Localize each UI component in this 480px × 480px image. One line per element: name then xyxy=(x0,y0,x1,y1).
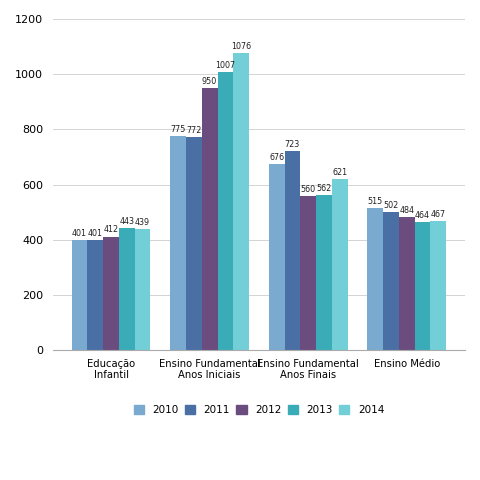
Bar xyxy=(269,164,285,350)
Bar xyxy=(103,237,119,350)
Text: 401: 401 xyxy=(88,228,103,238)
Text: 676: 676 xyxy=(269,153,284,162)
Text: 950: 950 xyxy=(202,77,217,86)
Text: 412: 412 xyxy=(104,226,119,234)
Text: 775: 775 xyxy=(170,125,186,134)
Text: 562: 562 xyxy=(316,184,332,193)
Bar xyxy=(332,179,348,350)
Text: 502: 502 xyxy=(384,201,399,210)
Text: 484: 484 xyxy=(399,205,414,215)
Bar xyxy=(399,217,415,350)
Bar xyxy=(87,240,103,350)
Bar xyxy=(202,88,217,350)
Bar xyxy=(170,136,186,350)
Text: 560: 560 xyxy=(300,185,316,193)
Text: 772: 772 xyxy=(186,126,202,135)
Text: 401: 401 xyxy=(72,228,87,238)
Bar xyxy=(285,151,300,350)
Text: 1007: 1007 xyxy=(216,61,236,70)
Bar xyxy=(233,53,249,350)
Bar xyxy=(316,195,332,350)
Bar xyxy=(383,212,399,350)
Text: 515: 515 xyxy=(368,197,383,206)
Bar xyxy=(217,72,233,350)
Bar xyxy=(186,137,202,350)
Bar xyxy=(300,196,316,350)
Text: 1076: 1076 xyxy=(231,42,251,51)
Bar xyxy=(415,222,431,350)
Bar xyxy=(119,228,135,350)
Bar xyxy=(135,229,150,350)
Bar xyxy=(367,208,383,350)
Bar xyxy=(431,221,446,350)
Text: 443: 443 xyxy=(120,217,134,226)
Legend: 2010, 2011, 2012, 2013, 2014: 2010, 2011, 2012, 2013, 2014 xyxy=(131,402,387,418)
Text: 621: 621 xyxy=(332,168,348,177)
Text: 464: 464 xyxy=(415,211,430,220)
Text: 439: 439 xyxy=(135,218,150,227)
Text: 723: 723 xyxy=(285,140,300,148)
Text: 467: 467 xyxy=(431,210,446,219)
Bar xyxy=(72,240,87,350)
